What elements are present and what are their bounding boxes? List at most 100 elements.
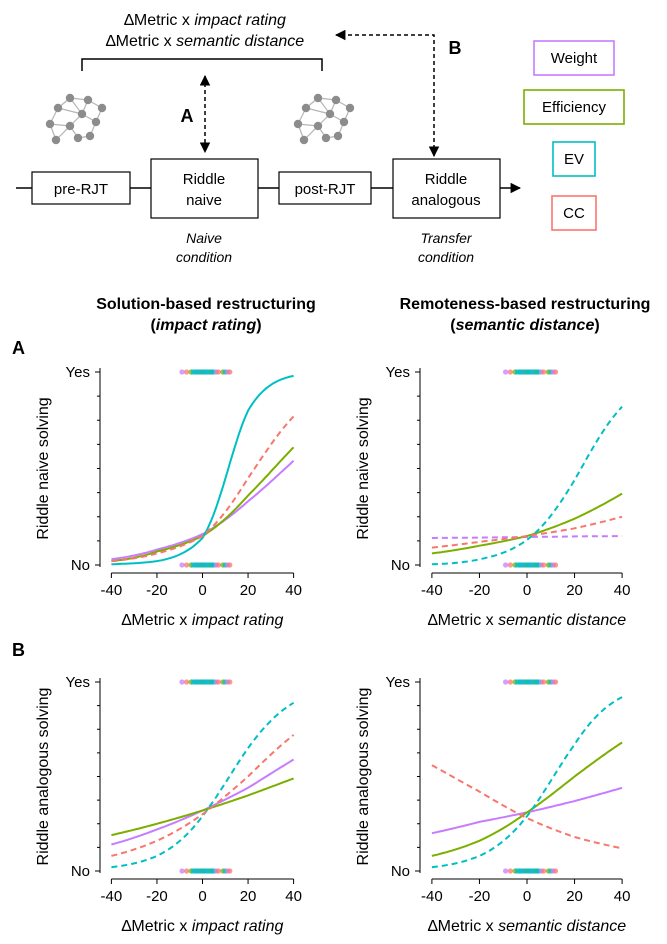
column-header-1-line-1: Solution-based restructuring [96, 296, 316, 313]
legend-label-cc: CC [563, 205, 585, 222]
y-axis-title: Riddle analogous solving [35, 688, 52, 866]
rug-band [515, 679, 539, 685]
rug-point [215, 369, 222, 375]
y-tick-label: No [391, 863, 410, 880]
series-line-ev [111, 374, 294, 566]
rug-point [507, 868, 513, 874]
rug-point [179, 868, 185, 874]
rug-point [183, 562, 190, 568]
rug-point [183, 369, 190, 375]
series-line-efficiency [431, 741, 623, 857]
rug-point [227, 868, 233, 874]
rug-band [515, 868, 539, 874]
rug-no [179, 868, 233, 874]
network-node [333, 131, 343, 141]
rug-band [515, 562, 539, 568]
network-node [85, 131, 95, 141]
label-b: B [449, 38, 462, 58]
x-tick-label: 20 [240, 582, 257, 599]
metric-line-2: ∆Metric x semantic distance [106, 33, 304, 50]
x-tick-label: -20 [146, 582, 168, 599]
y-tick-label: Yes [386, 364, 410, 381]
series-line-cc [431, 764, 623, 850]
rug-point [503, 868, 509, 874]
column-headers: Solution-based restructuring (impact rat… [96, 296, 650, 334]
x-axis-title: ∆Metric x impact rating [122, 918, 284, 935]
network-node [91, 117, 101, 127]
rug-point [541, 868, 547, 874]
series-line-weight [111, 460, 295, 561]
rug-point [179, 562, 185, 568]
x-axis-title: ∆Metric x impact rating [122, 612, 284, 629]
rug-point [503, 562, 509, 568]
rug-point [507, 679, 513, 685]
series-line-efficiency [111, 777, 294, 837]
network-node [83, 95, 93, 105]
x-tick-label: 20 [566, 888, 583, 905]
box-riddle-naive-label-2: naive [186, 192, 222, 209]
series-line-cc [431, 515, 623, 549]
row-label-b: B [12, 640, 25, 660]
x-tick-label: -40 [101, 888, 123, 905]
network-node [313, 93, 323, 103]
transfer-caption-1: Transfer [420, 230, 472, 246]
x-tick-label: 20 [240, 888, 257, 905]
y-tick-label: Yes [66, 674, 90, 691]
rug-point [507, 369, 513, 375]
x-tick-label: -40 [421, 888, 443, 905]
rug-band [191, 369, 214, 375]
series-line-ev [111, 701, 295, 869]
box-riddle-analogous-label-2: analogous [411, 192, 480, 209]
network-node [97, 103, 107, 113]
metric-bracket [81, 58, 323, 71]
x-tick-label: -40 [101, 582, 123, 599]
rug-point [552, 369, 559, 375]
x-tick-label: 40 [614, 888, 631, 905]
box-riddle-naive [150, 158, 259, 219]
rug-point [227, 679, 233, 685]
column-header-1-line-2: (impact rating) [150, 317, 261, 334]
panel-a1: No Yes -40 -20 0 20 40∆Metric x impact rating R… [35, 364, 302, 629]
label-a: A [181, 106, 194, 126]
network-node [299, 135, 309, 145]
rug-no [503, 868, 559, 874]
rug-point [179, 679, 185, 685]
series-line-cc [111, 734, 295, 857]
y-axis-title: Riddle analogous solving [355, 688, 372, 866]
x-axis-title: ∆Metric x semantic distance [428, 918, 626, 935]
network-node [325, 109, 335, 119]
network-node [65, 121, 75, 131]
series-line-weight [431, 786, 623, 835]
series-line-cc [111, 415, 295, 563]
x-tick-label: 40 [285, 582, 302, 599]
rug-band [191, 679, 214, 685]
rug-no [179, 562, 233, 568]
arrow-b [334, 29, 440, 158]
y-axis-title: Riddle naive solving [355, 397, 372, 539]
x-tick-label: 0 [523, 888, 531, 905]
x-tick-label: 0 [198, 888, 206, 905]
x-tick-label: -20 [469, 888, 491, 905]
rug-yes [503, 369, 559, 375]
network-node [65, 93, 75, 103]
rug-point [503, 679, 509, 685]
panel-b2: No Yes -40 -20 0 20 40 ∆Metric x semantic dista… [355, 674, 630, 935]
network-node [321, 133, 331, 143]
rug-point [183, 679, 190, 685]
network-node [339, 117, 349, 127]
network-node [73, 133, 83, 143]
network-node [53, 103, 63, 113]
series-line-weight [111, 758, 295, 846]
legend-label-ev: EV [564, 151, 584, 168]
rug-band [515, 369, 539, 375]
rug-band [191, 562, 214, 568]
panel-a2: No Yes -40 -20 0 20 40 ∆Metric x semantic dista… [355, 364, 630, 629]
design-diagram: ∆Metric x impact rating ∆Metric x semant… [16, 12, 625, 265]
x-tick-label: -20 [469, 582, 491, 599]
rug-point [227, 562, 233, 568]
rug-point [552, 868, 559, 874]
legend: Weight Efficiency EV CC [523, 40, 625, 231]
metric-line-1: ∆Metric x impact rating [124, 12, 286, 29]
legend-label-efficiency: Efficiency [542, 99, 606, 116]
rug-point [541, 562, 547, 568]
